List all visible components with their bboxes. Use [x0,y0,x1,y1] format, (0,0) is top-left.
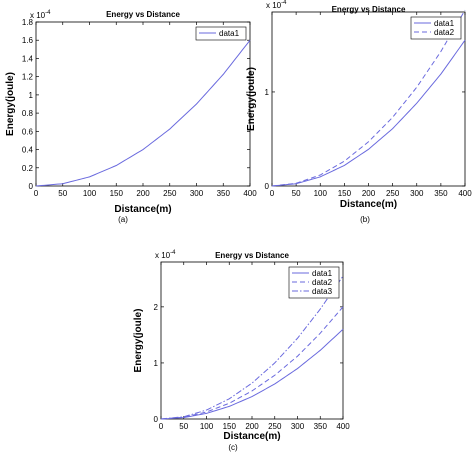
x-tick-label: 200 [136,189,150,198]
series-line-data3 [160,275,344,420]
exponent-power: -4 [170,250,176,256]
exponent-base: x 10 [30,11,46,20]
figure-caption: (a) [118,215,128,224]
series-line-data2 [271,9,466,187]
plot-frame [35,21,251,187]
x-tick-label: 350 [314,422,328,431]
x-tick-label: 50 [179,422,188,431]
x-tick-label: 150 [338,189,352,198]
x-tick-label: 150 [223,422,237,431]
y-tick-label: 1.2 [22,73,34,82]
x-tick-label: 50 [292,189,301,198]
x-tick-label: 250 [163,189,177,198]
x-tick-label: 350 [434,189,448,198]
exponent-label: x 10-4 [30,10,51,20]
legend-label: data1 [219,29,240,38]
x-tick-label: 300 [190,189,204,198]
y-tick-label: 0 [265,182,270,191]
exponent-power: -4 [281,0,287,6]
exponent-label: x 10-4 [266,0,287,10]
x-tick-label: 400 [458,189,472,198]
y-axis-label: Energy(joule) [133,309,144,373]
exponent-base: x 10 [155,251,171,260]
x-tick-label: 100 [314,189,328,198]
x-tick-label: 400 [243,189,257,198]
legend-label: data2 [434,28,455,37]
x-tick-label: 250 [268,422,282,431]
x-tick-label: 100 [200,422,214,431]
legend: data1 [195,26,247,41]
series-line-data1 [35,39,251,187]
legend-label: data2 [312,278,333,287]
legend-label: data1 [434,19,455,28]
x-tick-label: 200 [362,189,376,198]
exponent-power: -4 [45,10,51,16]
legend-label: data1 [312,269,333,278]
x-tick-label: 0 [270,189,275,198]
chart-title: Energy vs Distance [106,10,180,19]
y-tick-label: 0.2 [22,164,34,173]
y-tick-label: 1 [29,91,34,100]
exponent-base: x 10 [266,1,282,10]
chart-title: Energy vs Distance [215,251,289,260]
y-tick-label: 1.8 [22,18,34,27]
x-tick-label: 400 [336,422,350,431]
figure-caption: (c) [228,443,238,452]
figure-caption: (b) [360,215,370,224]
chart-title: Energy vs Distance [332,5,406,14]
x-axis-label: Distance(m) [114,204,171,215]
series-line-data2 [160,306,344,420]
x-tick-label: 300 [410,189,424,198]
y-tick-label: 0.8 [22,109,34,118]
y-tick-label: 0 [154,415,159,424]
x-tick-label: 300 [291,422,305,431]
x-tick-label: 0 [159,422,164,431]
y-tick-label: 1.6 [22,36,34,45]
chart-2: Energy vs Distance x 10-4 0 50 100 150 200 250 3… [133,250,350,452]
x-tick-label: 150 [110,189,124,198]
y-axis-label: Energy(joule) [5,72,16,136]
series-line-data1 [160,328,344,420]
y-tick-label: 1 [265,88,270,97]
x-axis-label: Distance(m) [340,199,397,210]
y-tick-label: 0.4 [22,146,34,155]
x-axis-label: Distance(m) [223,431,280,442]
y-axis-label: Energy(joule) [246,67,257,131]
y-tick-label: 2 [154,303,159,312]
chart-0: Energy vs Distance x 10-4 0 50 100 150 200 250 3… [5,10,257,224]
x-tick-label: 50 [58,189,67,198]
x-tick-label: 0 [34,189,39,198]
series-line-data1 [271,39,466,187]
y-tick-label: 0.6 [22,127,34,136]
x-tick-label: 250 [386,189,400,198]
legend-box [288,266,340,299]
exponent-label: x 10-4 [155,250,176,260]
legend-label: data3 [312,287,333,296]
x-tick-label: 200 [245,422,259,431]
y-tick-label: 1 [154,359,159,368]
legend-box [195,26,247,41]
x-tick-label: 350 [217,189,231,198]
chart-1: Energy vs Distance x 10-4 0 50 100 150 200 250 3… [246,0,472,224]
y-tick-label: 1.4 [22,54,34,63]
y-tick-label: 0 [29,182,34,191]
x-tick-label: 100 [83,189,97,198]
